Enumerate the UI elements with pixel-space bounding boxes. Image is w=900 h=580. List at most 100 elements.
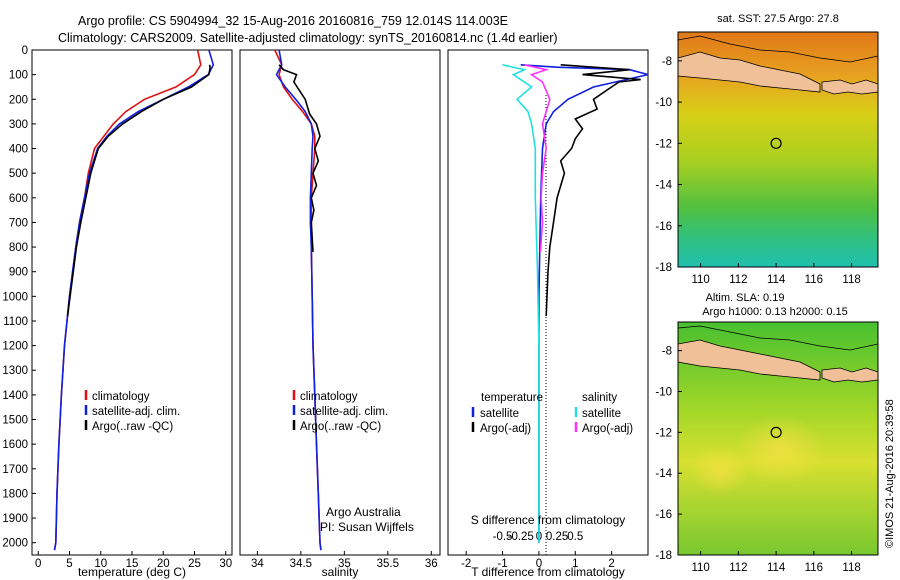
x-tick-label-0-1: 5	[66, 558, 72, 570]
legend-title-temperature: temperature	[481, 392, 543, 404]
depth-tick-label-6: 600	[9, 193, 28, 205]
sla-map-subtitle: Argo h1000: 0.13 h2000: 0.15	[702, 306, 848, 318]
legend-label-1-2: Argo(..raw -QC)	[300, 421, 381, 433]
depth-tick-label-10: 1000	[2, 291, 28, 303]
x-tick-label-1-3: 35.5	[377, 558, 399, 570]
legend-label-temp-0: satellite	[480, 408, 519, 420]
legend-label-0-1: satellite-adj. clim.	[92, 406, 180, 418]
sla-map-panel: Altim. SLA: 0.19 Argo h1000: 0.13 h2000:…	[655, 292, 879, 574]
salinity-annotation-1: Argo Australia	[326, 505, 401, 519]
difference-panel: -2 -1 0 1 2 -0.5-0.25 0 0.250.5 temperature sal…	[447, 49, 649, 579]
depth-tick-label-9: 900	[9, 267, 28, 279]
m-sst-ylabel-2: -12	[655, 138, 672, 150]
m-sst-ylabel-1: -10	[655, 97, 672, 109]
m-sla-ylabel-5: -18	[655, 550, 672, 562]
series-line-1-2	[278, 64, 321, 253]
sla-high-blob-2	[690, 445, 750, 495]
x-tick-label-2-1: -1	[497, 558, 507, 570]
sst-map-panel: sat. SST: 27.5 Argo: 27.8 110 112 114 116 11…	[655, 13, 879, 286]
x-tick-label-0-6: 30	[219, 558, 232, 570]
m-sst-xlabel-0: 110	[691, 274, 709, 286]
m-sla-xlabel-3: 116	[805, 562, 823, 574]
legend-label-0-2: Argo(..raw -QC)	[92, 421, 173, 433]
sla-map-title: Altim. SLA: 0.19	[706, 292, 785, 304]
legend-title-salinity: salinity	[582, 392, 617, 404]
m-sla-ylabel-4: -16	[655, 509, 672, 521]
m-sla-ylabel-0: -8	[662, 346, 672, 358]
legend-label-1-1: satellite-adj. clim.	[300, 406, 388, 418]
depth-tick-label-4: 400	[9, 144, 28, 156]
salinity-frame	[239, 49, 441, 556]
difference-xlabel: T difference from climatology	[471, 565, 625, 579]
depth-tick-label-7: 700	[9, 217, 28, 229]
difference-lines	[502, 64, 648, 543]
sla-y-axis: -8 -10 -12 -14 -16 -18	[655, 346, 682, 562]
sst-y-axis: -8 -10 -12 -14 -16 -18	[655, 56, 682, 274]
depth-tick-label-15: 1500	[2, 415, 28, 427]
sla-x-axis: 110 112 114 116 118	[691, 551, 861, 574]
depth-tick-label-0: 0	[22, 45, 28, 57]
depth-tick-label-5: 500	[9, 168, 28, 180]
legend-label-temp-1: Argo(-adj)	[480, 423, 531, 435]
series-line-0-2	[66, 64, 211, 317]
top-tick-label-1: -0.25	[508, 531, 534, 543]
depth-tick-label-14: 1400	[2, 390, 28, 402]
credit-text: ©IMOS 21-Aug-2016 20:39:58	[884, 399, 896, 548]
x-tick-label-2-4: 2	[608, 558, 614, 570]
temperature-panel: 0100200300400500600700800900100011001200…	[2, 45, 452, 579]
sst-x-axis: 110 112 114 116 118	[691, 263, 861, 286]
depth-tick-label-3: 300	[9, 119, 28, 131]
m-sst-xlabel-2: 114	[767, 274, 786, 286]
sst-map-title: sat. SST: 27.5 Argo: 27.8	[717, 13, 839, 25]
m-sla-ylabel-2: -12	[655, 427, 672, 439]
difference-frame	[447, 49, 649, 556]
salinity-x-axis: 34 34.5 35 35.5 36	[251, 551, 438, 570]
legend-label-sal-0: satellite	[582, 408, 621, 420]
x-tick-label-1-4: 36	[425, 558, 438, 570]
salinity-panel: 34 34.5 35 35.5 36 climatology satellite-adj.…	[239, 49, 441, 579]
m-sst-ylabel-3: -14	[655, 180, 672, 192]
difference-x-axis: -2 -1 0 1 2	[461, 551, 615, 570]
m-sst-xlabel-1: 112	[729, 274, 747, 286]
top-tick-label-4: 0.5	[567, 531, 583, 543]
series-line-2-3	[524, 64, 551, 253]
difference-top-label: S difference from climatology	[471, 513, 626, 527]
x-tick-label-1-2: 35	[338, 558, 351, 570]
series-line-2-1	[545, 64, 641, 317]
series-line-2-2	[502, 64, 540, 543]
legend-label-sal-1: Argo(-adj)	[582, 423, 633, 435]
x-tick-label-0-2: 10	[94, 558, 107, 570]
m-sla-xlabel-2: 114	[767, 562, 786, 574]
depth-tick-label-1: 100	[9, 70, 28, 82]
m-sst-ylabel-5: -18	[655, 262, 672, 274]
x-tick-label-2-0: -2	[461, 558, 471, 570]
salinity-legend: climatology satellite-adj. clim. Argo(..ra…	[292, 390, 388, 433]
sla-frame	[677, 321, 879, 556]
temperature-x-axis: 0 5 10 15 20 25 30	[35, 551, 232, 570]
m-sla-ylabel-1: -10	[655, 386, 672, 398]
m-sla-ylabel-3: -14	[655, 468, 672, 480]
legend-label-0-0: climatology	[92, 391, 150, 403]
sla-high-blob	[735, 415, 825, 485]
difference-legend: temperature salinity satellite Argo(-adj) sa…	[471, 392, 633, 435]
difference-top-ticks: -0.5-0.25 0 0.250.5	[493, 531, 584, 543]
depth-tick-label-19: 1900	[2, 513, 28, 525]
x-tick-label-2-2: 0	[536, 558, 542, 570]
m-sst-ylabel-0: -8	[662, 56, 672, 68]
m-sla-xlabel-1: 112	[729, 562, 747, 574]
m-sst-xlabel-3: 116	[805, 274, 823, 286]
depth-tick-label-12: 1200	[2, 341, 28, 353]
temperature-frame	[31, 49, 233, 556]
depth-tick-label-18: 1800	[2, 488, 28, 500]
depth-axis: 0 100 200 300 400 500 600 700 800 900 1000 1100 1200…	[2, 45, 452, 550]
x-tick-label-0-4: 20	[157, 558, 170, 570]
sst-frame	[677, 31, 879, 268]
top-tick-label-0: -0.5	[493, 531, 513, 543]
legend-label-1-0: climatology	[300, 391, 358, 403]
depth-tick-label-20: 2000	[2, 538, 28, 550]
salinity-annotation-2: PI: Susan Wijffels	[320, 520, 414, 534]
x-tick-label-0-5: 25	[188, 558, 201, 570]
salinity-lines	[274, 50, 322, 551]
sla-land	[677, 339, 821, 381]
